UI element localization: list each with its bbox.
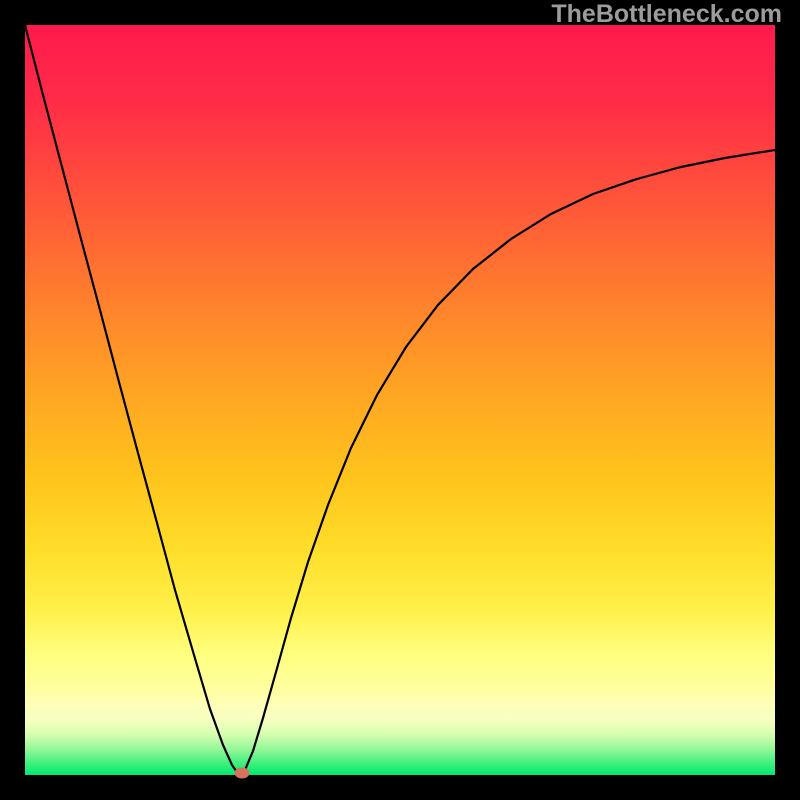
chart-frame: TheBottleneck.com <box>0 0 800 800</box>
gradient-plot <box>25 25 775 775</box>
watermark-text: TheBottleneck.com <box>551 0 782 29</box>
minimum-marker <box>234 767 249 778</box>
